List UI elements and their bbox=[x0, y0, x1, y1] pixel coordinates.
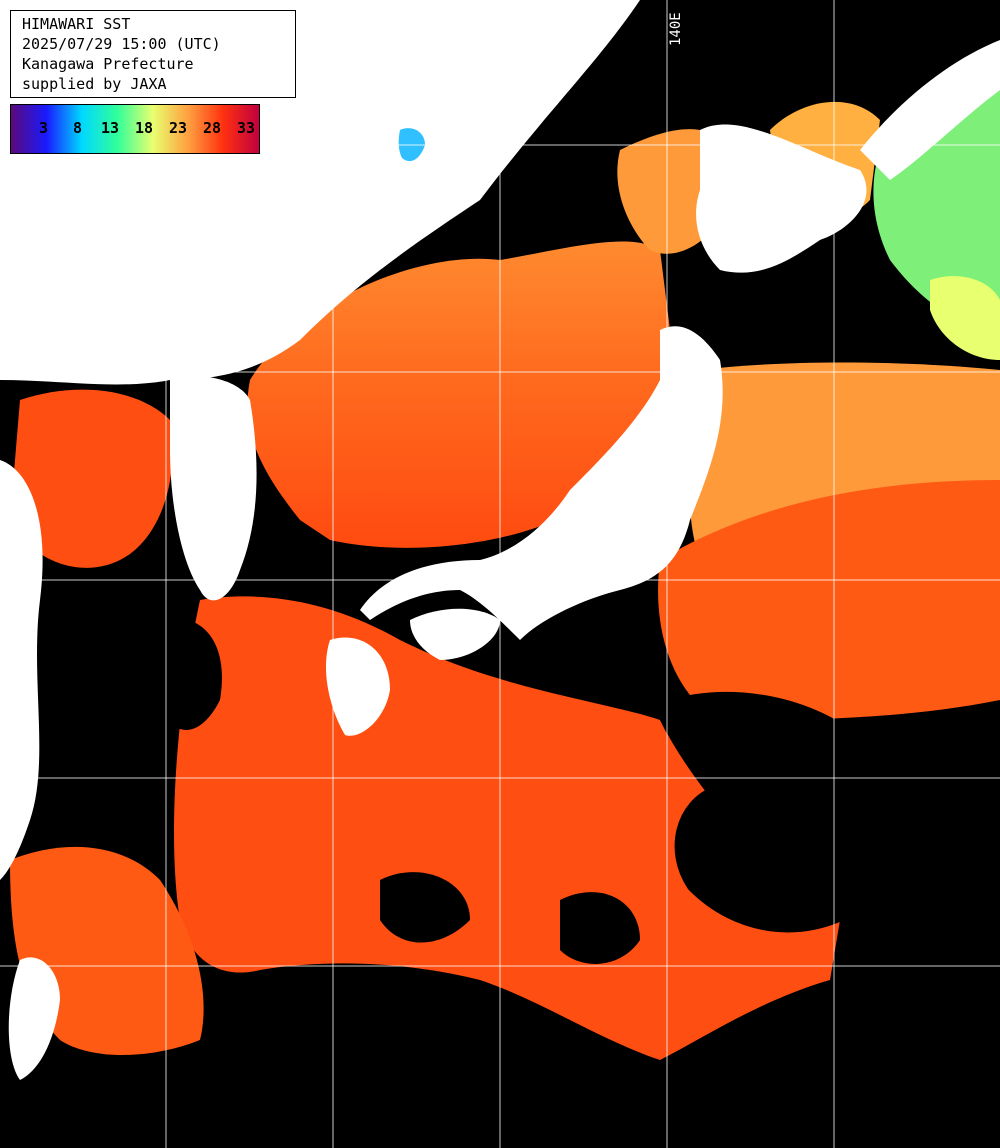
legend-tick: 13 bbox=[101, 119, 120, 137]
land-korea bbox=[170, 376, 257, 601]
provider-region: Kanagawa Prefecture bbox=[22, 55, 194, 73]
lon-label-140e: 140E bbox=[668, 2, 688, 46]
info-box: HIMAWARI SST 2025/07/29 15:00 (UTC) Kana… bbox=[10, 10, 296, 98]
lat-label-40n: 40N bbox=[8, 352, 34, 368]
product-title: HIMAWARI SST bbox=[22, 15, 131, 33]
cloud-patch bbox=[560, 892, 640, 964]
legend-tick: 18 bbox=[135, 119, 154, 137]
cloud-patch bbox=[160, 618, 222, 730]
land-kyushu bbox=[325, 637, 390, 736]
land-hokkaido bbox=[696, 124, 867, 273]
color-legend: 3 8 13 18 23 28 33 bbox=[10, 104, 260, 154]
sea-of-japan bbox=[247, 241, 670, 548]
land-taiwan bbox=[8, 957, 60, 1080]
sea-kuroshio bbox=[658, 480, 1000, 720]
lat-label-30n: 30N bbox=[8, 758, 34, 774]
cloud-patch bbox=[380, 872, 470, 943]
timestamp: 2025/07/29 15:00 (UTC) bbox=[22, 35, 221, 53]
legend-tick: 3 bbox=[39, 119, 49, 137]
sea-north-strip bbox=[617, 129, 720, 254]
sea-west-yellow-sea bbox=[10, 389, 173, 568]
legend-tick: 8 bbox=[73, 119, 83, 137]
legend-labels: 3 8 13 18 23 28 33 bbox=[11, 119, 259, 139]
sea-yellow-northeast bbox=[930, 276, 1000, 360]
legend-tick: 28 bbox=[203, 119, 222, 137]
lon-label-text: 140E bbox=[668, 12, 684, 46]
typhoon-cloud bbox=[653, 691, 902, 933]
legend-gradient-bar bbox=[11, 105, 259, 153]
land-china-coast bbox=[0, 460, 43, 880]
legend-tick: 23 bbox=[169, 119, 188, 137]
land-honshu bbox=[360, 326, 723, 640]
data-source: supplied by JAXA bbox=[22, 75, 167, 93]
land-shikoku bbox=[410, 608, 500, 660]
legend-tick: 33 bbox=[237, 119, 256, 137]
